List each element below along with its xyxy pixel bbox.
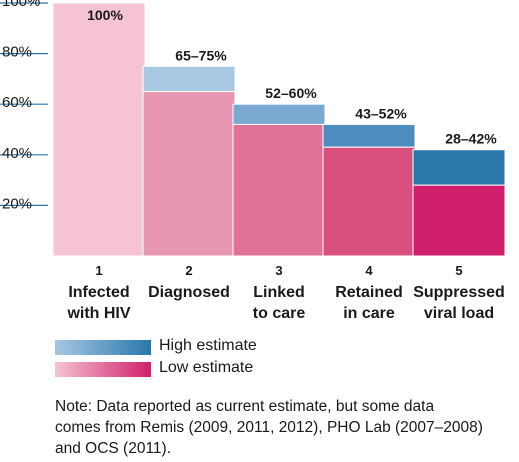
value-label: 52–60% <box>265 85 317 101</box>
bar-low-segment <box>322 146 416 257</box>
category-label: viral load <box>424 305 494 322</box>
legend-label-high: High estimate <box>159 337 257 354</box>
category-label: Linked <box>253 284 305 301</box>
category-label: in care <box>343 305 395 322</box>
value-label: 28–42% <box>445 131 497 147</box>
category-label: Infected <box>68 284 129 301</box>
footnote-line: Note: Data reported as current estimate,… <box>55 398 435 415</box>
y-tick-label: 20% <box>2 195 32 212</box>
y-tick-label: 40% <box>2 145 32 162</box>
hiv-cascade-chart: 20% 40% 60% 80% 100% 100% 65–75% 52–60% 43–52% 2… <box>0 0 506 322</box>
footnote-line: comes from Remis (2009, 2011, 2012), PHO… <box>55 419 483 436</box>
y-tick-label: 60% <box>2 94 32 111</box>
legend-swatch-low <box>55 362 151 377</box>
category-label: Diagnosed <box>148 284 230 301</box>
value-label: 65–75% <box>175 47 227 63</box>
footnote: Note: Data reported as current estimate,… <box>55 396 515 459</box>
bars <box>52 2 506 257</box>
bar-high-segment <box>232 103 326 125</box>
category-label: with HIV <box>66 305 130 322</box>
bar-high-segment <box>412 149 506 186</box>
bar-low-segment <box>232 123 326 257</box>
bar-low-segment <box>142 91 236 257</box>
x-axis-categories: 1 Infected with HIV 2 Diagnosed 3 Linked to car… <box>66 263 504 322</box>
value-labels: 100% 65–75% 52–60% 43–52% 28–42% <box>87 7 497 147</box>
bar-low-segment <box>412 184 506 257</box>
category-number: 5 <box>455 263 462 278</box>
footnote-line: and OCS (2011). <box>55 440 172 457</box>
value-label: 43–52% <box>355 105 407 121</box>
bar-high-segment <box>322 123 416 148</box>
category-label: Suppressed <box>413 284 505 301</box>
category-number: 2 <box>185 263 192 278</box>
y-tick-label: 80% <box>2 44 32 61</box>
category-label: Retained <box>335 284 403 301</box>
category-number: 3 <box>275 263 282 278</box>
y-axis: 20% 40% 60% 80% 100% <box>0 0 48 212</box>
legend-label-low: Low estimate <box>159 359 254 376</box>
value-label: 100% <box>87 7 123 23</box>
category-number: 1 <box>95 263 102 278</box>
bar-high-segment <box>142 65 236 93</box>
y-tick-label: 100% <box>2 0 40 10</box>
legend-swatch-high <box>55 340 151 355</box>
category-label: to care <box>253 305 306 322</box>
category-number: 4 <box>365 263 373 278</box>
bar-low-segment <box>52 2 146 257</box>
